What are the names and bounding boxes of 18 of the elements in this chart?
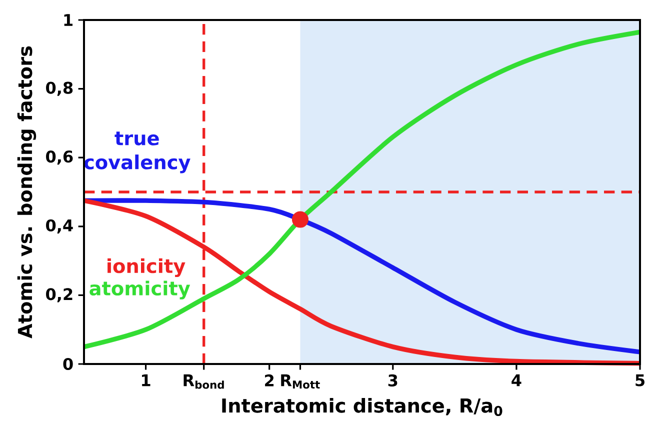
x-tick-label: 5: [636, 374, 644, 386]
x-tick-label: 2: [265, 374, 274, 386]
x-tick-label: 3: [388, 374, 398, 387]
y-tick-label: 0,2: [46, 288, 72, 302]
x-tick-label: 1: [142, 374, 150, 386]
series-label: true covalency: [84, 132, 190, 174]
x-tick-label: R$_{Mott}$: [281, 374, 320, 389]
y-tick-label: 0,6: [46, 150, 73, 165]
series-label: atomicity: [90, 280, 190, 300]
y-tick-label: 0,4: [46, 219, 73, 234]
x-tick-label: 4: [512, 374, 522, 386]
y-tick-label: 1: [64, 14, 73, 26]
series-label: ionicity: [108, 258, 186, 278]
y-axis-title: Atomic vs. bonding factors: [17, 46, 36, 338]
x-axis-title: Interatomic distance, R/a$_{0}$: [222, 398, 502, 416]
y-tick-label: 0,8: [46, 82, 73, 96]
y-tick-label: 0: [63, 358, 73, 370]
x-tick-label: R$_{bond}$: [184, 374, 224, 389]
